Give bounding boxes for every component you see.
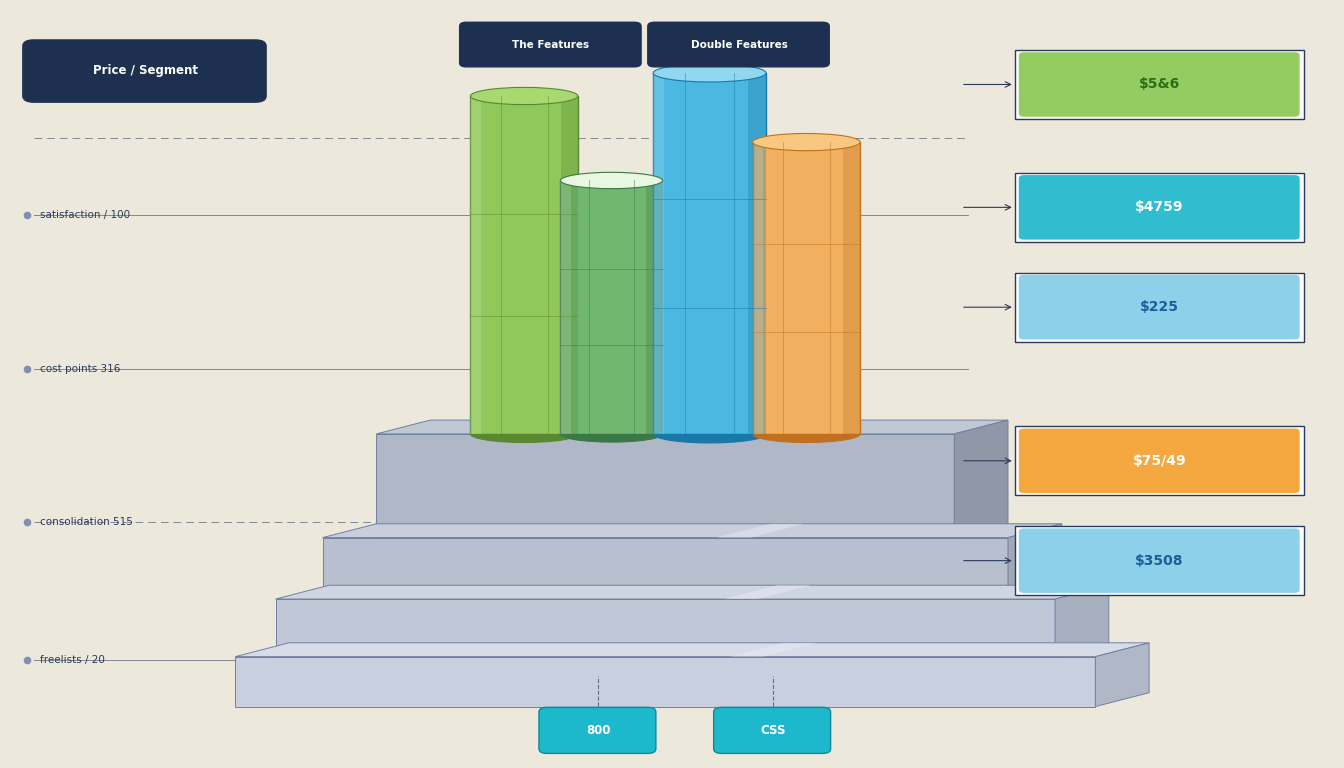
Polygon shape	[235, 657, 1095, 707]
Ellipse shape	[470, 88, 578, 104]
FancyBboxPatch shape	[1015, 50, 1304, 119]
FancyBboxPatch shape	[1015, 526, 1304, 595]
Polygon shape	[560, 180, 663, 434]
Polygon shape	[749, 73, 766, 434]
Text: The Features: The Features	[512, 39, 590, 50]
Text: $5&6: $5&6	[1138, 78, 1180, 91]
Polygon shape	[560, 96, 578, 434]
Ellipse shape	[753, 134, 860, 151]
FancyBboxPatch shape	[1019, 528, 1300, 593]
Polygon shape	[323, 524, 1062, 538]
FancyBboxPatch shape	[1019, 275, 1300, 339]
Ellipse shape	[653, 425, 766, 443]
Text: cost points 316: cost points 316	[40, 363, 121, 374]
Polygon shape	[730, 643, 817, 657]
FancyBboxPatch shape	[23, 40, 266, 102]
Polygon shape	[843, 142, 860, 434]
Text: $225: $225	[1140, 300, 1179, 314]
Text: CSS: CSS	[761, 724, 785, 737]
Text: freelists / 20: freelists / 20	[40, 655, 105, 666]
Text: consolidation 515: consolidation 515	[40, 517, 133, 528]
Text: 800: 800	[586, 724, 610, 737]
Polygon shape	[376, 434, 954, 538]
Ellipse shape	[653, 64, 766, 82]
Polygon shape	[653, 73, 766, 434]
Polygon shape	[1055, 585, 1109, 657]
FancyBboxPatch shape	[648, 22, 829, 67]
Polygon shape	[1095, 643, 1149, 707]
Polygon shape	[646, 180, 663, 434]
Text: Double Features: Double Features	[691, 39, 788, 50]
Polygon shape	[708, 420, 796, 434]
FancyBboxPatch shape	[1019, 52, 1300, 117]
Polygon shape	[753, 142, 860, 434]
FancyBboxPatch shape	[460, 22, 641, 67]
Text: Price / Segment: Price / Segment	[93, 65, 198, 77]
Polygon shape	[716, 524, 804, 538]
Polygon shape	[753, 142, 763, 434]
Text: satisfaction / 100: satisfaction / 100	[40, 210, 130, 220]
Polygon shape	[235, 643, 1149, 657]
Polygon shape	[376, 420, 1008, 434]
Polygon shape	[323, 538, 1008, 599]
Ellipse shape	[470, 425, 578, 442]
FancyBboxPatch shape	[1019, 429, 1300, 493]
FancyBboxPatch shape	[539, 707, 656, 753]
FancyBboxPatch shape	[1015, 273, 1304, 342]
Polygon shape	[470, 96, 481, 434]
Text: $4759: $4759	[1134, 200, 1184, 214]
Ellipse shape	[753, 425, 860, 442]
Polygon shape	[653, 73, 664, 434]
Text: $75/49: $75/49	[1133, 454, 1185, 468]
Ellipse shape	[560, 172, 663, 189]
Polygon shape	[954, 420, 1008, 538]
Polygon shape	[560, 180, 571, 434]
Polygon shape	[1008, 524, 1062, 599]
Text: $3508: $3508	[1134, 554, 1184, 568]
Polygon shape	[723, 585, 812, 599]
Polygon shape	[276, 585, 1109, 599]
FancyBboxPatch shape	[1015, 426, 1304, 495]
Polygon shape	[470, 96, 578, 434]
Polygon shape	[276, 599, 1055, 657]
FancyBboxPatch shape	[1015, 173, 1304, 242]
FancyBboxPatch shape	[1019, 175, 1300, 240]
FancyBboxPatch shape	[714, 707, 831, 753]
Ellipse shape	[560, 425, 663, 442]
